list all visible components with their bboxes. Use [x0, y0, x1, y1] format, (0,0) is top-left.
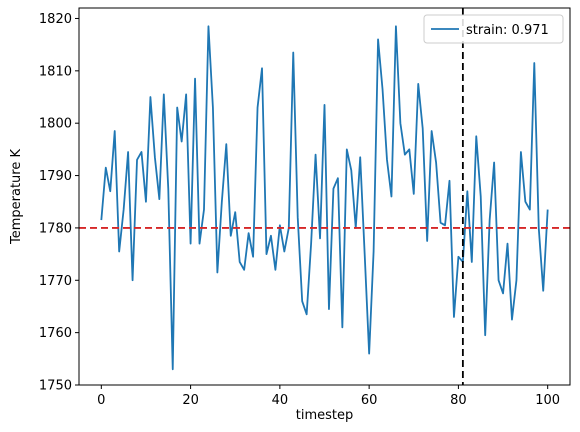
x-tick-label: 20 — [182, 393, 199, 408]
x-tick-label: 80 — [450, 393, 467, 408]
y-tick-label: 1780 — [39, 221, 72, 236]
x-tick-label: 100 — [535, 393, 560, 408]
x-tick-label: 0 — [97, 393, 105, 408]
y-tick-label: 1750 — [39, 379, 72, 394]
plot-area — [78, 7, 571, 386]
series-line-strain — [100, 25, 549, 371]
y-tick-label: 1760 — [39, 326, 72, 341]
y-tick-label: 1790 — [39, 169, 72, 184]
y-axis-label: Temperature K — [9, 149, 24, 245]
x-tick-label: 40 — [272, 393, 289, 408]
y-axis-ticks: 1750 1760 1770 1780 1790 1800 1810 1820 — [39, 12, 79, 394]
y-tick-label: 1770 — [39, 274, 72, 289]
legend: strain: 0.971 — [423, 14, 564, 44]
x-axis-ticks: 0 20 40 60 80 100 — [97, 385, 560, 408]
plot-frame — [78, 7, 571, 386]
x-tick-label: 60 — [361, 393, 378, 408]
y-tick-label: 1810 — [39, 64, 72, 79]
y-tick-label: 1800 — [39, 117, 72, 132]
y-tick-label: 1820 — [39, 12, 72, 27]
legend-label-strain: strain: 0.971 — [466, 23, 549, 38]
x-axis-label: timestep — [296, 408, 354, 423]
legend-box — [423, 14, 564, 44]
